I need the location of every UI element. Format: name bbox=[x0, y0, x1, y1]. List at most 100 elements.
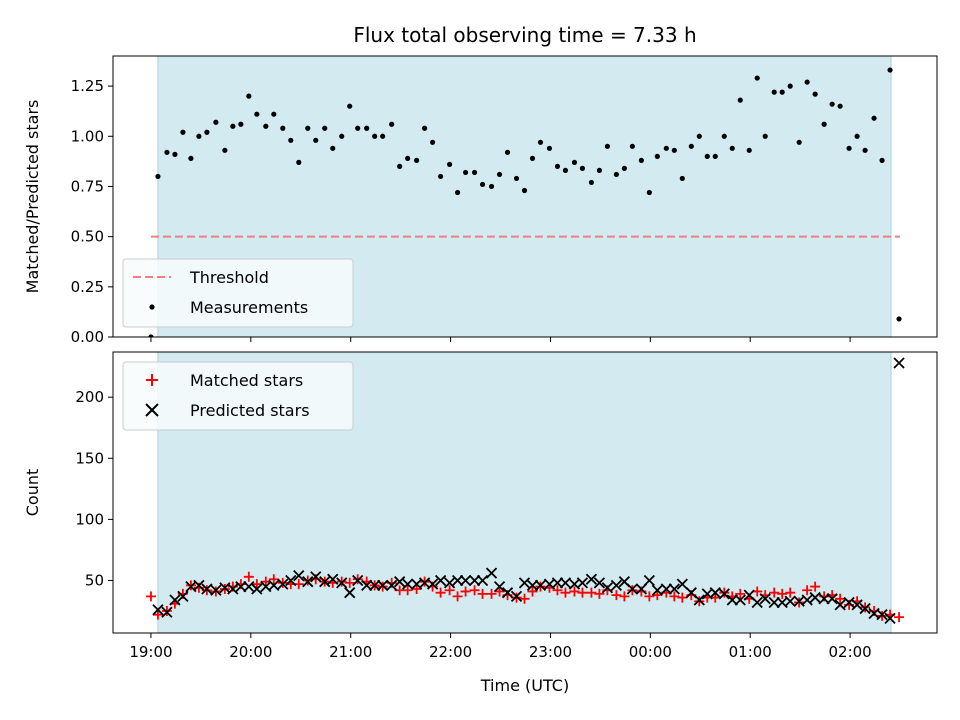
point-measurements-22 bbox=[330, 145, 336, 151]
point-measurements-24 bbox=[347, 103, 353, 109]
top-panel: 0.00 0.25 0.50 0.75 1.00 1.25 Matched/Predicte… bbox=[23, 55, 938, 346]
point-measurements-33 bbox=[422, 125, 428, 131]
point-predicted-stars-9 bbox=[227, 583, 239, 595]
point-predicted-stars-74 bbox=[768, 596, 780, 609]
point-predicted-stars-24 bbox=[352, 574, 364, 587]
point-measurements-83 bbox=[837, 103, 843, 109]
point-measurements-37 bbox=[454, 189, 461, 196]
point-measurements-48 bbox=[546, 145, 553, 151]
point-predicted-stars-37 bbox=[459, 574, 472, 587]
point-measurements-10 bbox=[230, 123, 236, 129]
point-measurements-44 bbox=[513, 175, 520, 182]
point-predicted-stars-45 bbox=[526, 579, 539, 591]
point-matched-stars-35 bbox=[435, 587, 446, 598]
point-predicted-stars-26 bbox=[369, 579, 381, 591]
y-tick-label-bottom-0: 50 bbox=[85, 571, 104, 589]
point-matched-stars-0 bbox=[145, 591, 156, 602]
point-predicted-stars-27 bbox=[377, 579, 389, 591]
point-measurements-4 bbox=[180, 129, 186, 135]
point-matched-stars-79 bbox=[802, 585, 813, 596]
point-measurements-18 bbox=[296, 159, 302, 165]
point-predicted-stars-62 bbox=[668, 583, 680, 595]
point-measurements-56 bbox=[613, 171, 619, 178]
point-measurements-81 bbox=[821, 121, 827, 127]
point-measurements-71 bbox=[737, 97, 743, 103]
point-predicted-stars-19 bbox=[310, 571, 322, 583]
point-measurements-74 bbox=[762, 133, 768, 139]
point-predicted-stars-73 bbox=[759, 593, 771, 605]
point-matched-stars-45 bbox=[519, 593, 530, 604]
point-predicted-stars-10 bbox=[235, 580, 247, 593]
point-measurements-16 bbox=[280, 125, 286, 131]
point-matched-stars-80 bbox=[810, 581, 821, 592]
point-predicted-stars-79 bbox=[809, 591, 821, 604]
point-measurements-69 bbox=[721, 133, 727, 139]
point-predicted-stars-63 bbox=[676, 578, 688, 590]
point-measurements-68 bbox=[712, 153, 718, 159]
point-predicted-stars-16 bbox=[285, 574, 297, 587]
point-measurements-9 bbox=[222, 147, 228, 153]
point-matched-stars-37 bbox=[452, 591, 463, 602]
point-matched-stars-52 bbox=[577, 587, 588, 598]
point-predicted-stars-22 bbox=[336, 577, 348, 589]
point-measurements-47 bbox=[537, 139, 544, 145]
point-predicted-stars-69 bbox=[726, 594, 738, 606]
point-matched-stars-76 bbox=[777, 588, 788, 599]
point-predicted-stars-67 bbox=[709, 587, 721, 599]
point-predicted-stars-14 bbox=[268, 579, 280, 591]
point-measurements-40 bbox=[479, 181, 486, 188]
point-measurements-26 bbox=[364, 125, 370, 131]
point-measurements-53 bbox=[588, 179, 595, 186]
point-matched-stars-90 bbox=[894, 612, 905, 623]
series-predicted-stars bbox=[152, 357, 905, 624]
point-predicted-stars-42 bbox=[501, 587, 514, 599]
point-measurements-49 bbox=[554, 163, 561, 169]
legend-label-predicted-stars: Predicted stars bbox=[190, 401, 310, 420]
point-predicted-stars-34 bbox=[434, 574, 447, 587]
point-predicted-stars-23 bbox=[344, 587, 356, 599]
point-measurements-78 bbox=[796, 139, 802, 145]
point-measurements-62 bbox=[663, 145, 669, 151]
point-matched-stars-53 bbox=[586, 587, 597, 598]
point-predicted-stars-61 bbox=[660, 583, 672, 595]
legend-box-bottom bbox=[122, 361, 354, 431]
point-measurements-38 bbox=[462, 169, 469, 176]
point-measurements-12 bbox=[246, 93, 252, 99]
axes-frame-top bbox=[112, 55, 938, 338]
point-measurements-28 bbox=[380, 133, 386, 139]
point-measurements-72 bbox=[746, 147, 752, 153]
point-measurements-34 bbox=[430, 139, 436, 145]
legend-label-threshold: Threshold bbox=[189, 268, 269, 287]
point-predicted-stars-88 bbox=[884, 612, 896, 624]
point-matched-stars-42 bbox=[494, 586, 505, 597]
point-matched-stars-39 bbox=[469, 585, 480, 596]
point-matched-stars-57 bbox=[619, 591, 630, 602]
point-measurements-85 bbox=[854, 133, 860, 139]
y-tick-label-bottom-2: 150 bbox=[75, 449, 104, 467]
point-predicted-stars-33 bbox=[426, 578, 439, 590]
point-measurements-11 bbox=[238, 121, 244, 127]
point-predicted-stars-29 bbox=[394, 576, 406, 588]
point-measurements-50 bbox=[562, 167, 569, 174]
point-measurements-52 bbox=[579, 165, 586, 171]
point-predicted-stars-17 bbox=[293, 569, 305, 582]
point-measurements-7 bbox=[204, 129, 210, 135]
point-measurements-59 bbox=[638, 157, 644, 163]
x-tick-label-6: 01:00 bbox=[729, 643, 772, 661]
point-matched-stars-77 bbox=[785, 587, 796, 598]
point-predicted-stars-55 bbox=[610, 579, 623, 591]
plot-area-top bbox=[148, 67, 902, 337]
point-predicted-stars-49 bbox=[559, 577, 572, 589]
point-measurements-1 bbox=[155, 173, 161, 180]
point-measurements-67 bbox=[704, 153, 710, 159]
point-measurements-41 bbox=[488, 183, 495, 190]
point-measurements-61 bbox=[654, 153, 660, 159]
point-measurements-30 bbox=[397, 163, 403, 169]
point-matched-stars-38 bbox=[460, 586, 471, 597]
legend-swatch-matched-stars bbox=[146, 374, 158, 386]
point-measurements-6 bbox=[196, 133, 202, 139]
point-matched-stars-54 bbox=[594, 588, 605, 599]
point-measurements-66 bbox=[696, 133, 702, 139]
point-measurements-90 bbox=[896, 316, 902, 322]
